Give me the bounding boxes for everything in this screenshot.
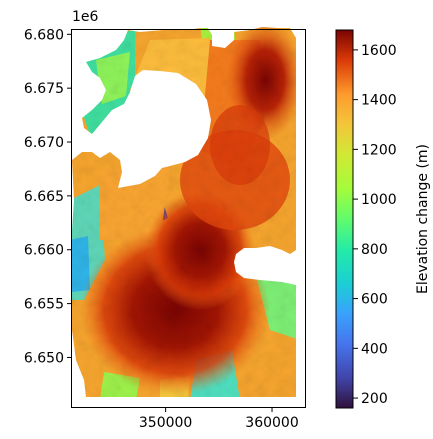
y-tick-label: 6.670 (24, 135, 64, 151)
x-tick-label: 360000 (245, 415, 298, 431)
colorbar (335, 29, 354, 409)
x-axis: 350000 360000 (139, 407, 299, 431)
colorbar-tick-label: 200 (361, 391, 388, 407)
colorbar-tick-label: 1200 (361, 142, 397, 158)
y-tick-label: 6.650 (24, 350, 64, 366)
y-tick-label: 6.665 (24, 189, 64, 205)
y-axis: 6.650 6.655 6.660 6.665 6.670 6.675 6.680 (24, 27, 72, 366)
colorbar-tick-label: 1000 (361, 192, 397, 208)
y-axis-offset-label: 1e6 (72, 9, 99, 25)
colorbar-tick-label: 1400 (361, 93, 397, 109)
plot-area-frame (71, 29, 306, 408)
x-tick-label: 350000 (139, 415, 192, 431)
y-tick-label: 6.660 (24, 243, 64, 259)
colorbar-axis: 200 400 600 800 1000 1200 1400 1600 (353, 43, 397, 407)
colorbar-label: Elevation change (m) (415, 144, 431, 294)
y-tick-label: 6.675 (24, 81, 64, 97)
y-tick-label: 6.680 (24, 27, 64, 43)
colorbar-tick-label: 800 (361, 242, 388, 258)
elevation-raster (72, 27, 296, 397)
y-tick-label: 6.655 (24, 297, 64, 313)
colorbar-tick-label: 400 (361, 341, 388, 357)
colorbar-tick-label: 1600 (361, 43, 397, 59)
colorbar-tick-label: 600 (361, 292, 388, 308)
